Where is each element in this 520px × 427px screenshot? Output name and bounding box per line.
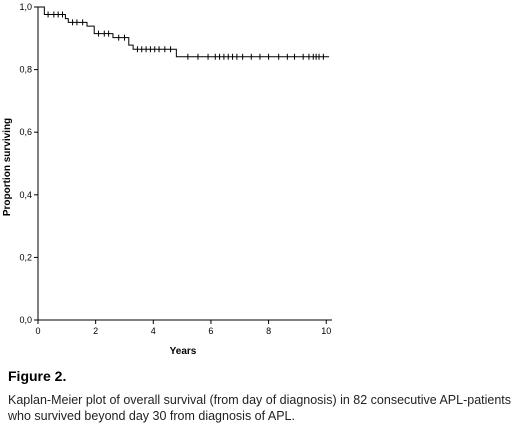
survival-series [38,6,330,60]
axes: 0,0 0,2 0,4 0,6 0,8 1,0 0 2 4 6 8 10 [19,2,332,336]
y-axis-title: Proportion surviving [2,118,13,216]
y-tick-label: 1,0 [19,2,32,12]
x-tick-label: 4 [151,326,156,336]
chart-area: 0,0 0,2 0,4 0,6 0,8 1,0 0 2 4 6 8 10 Proportion sur… [2,2,332,357]
y-tick-label: 0,2 [19,252,32,262]
figure-title: Figure 2. [8,368,67,384]
kaplan-meier-chart: 0,0 0,2 0,4 0,6 0,8 1,0 0 2 4 6 8 10 Proportion sur… [2,2,332,357]
x-tick-label: 2 [93,326,98,336]
y-tick-label: 0,6 [19,127,32,137]
x-tick-label: 10 [321,326,331,336]
x-axis-title: Years [170,346,197,357]
y-tick-label: 0,0 [19,315,32,325]
y-tick-label: 0,4 [19,190,32,200]
y-tick-label: 0,8 [19,65,32,75]
x-tick-label: 0 [35,326,40,336]
x-tick-label: 6 [208,326,213,336]
x-tick-label: 8 [266,326,271,336]
survival-curve [38,6,330,58]
figure-caption: Kaplan-Meier plot of overall survival (f… [8,393,512,423]
